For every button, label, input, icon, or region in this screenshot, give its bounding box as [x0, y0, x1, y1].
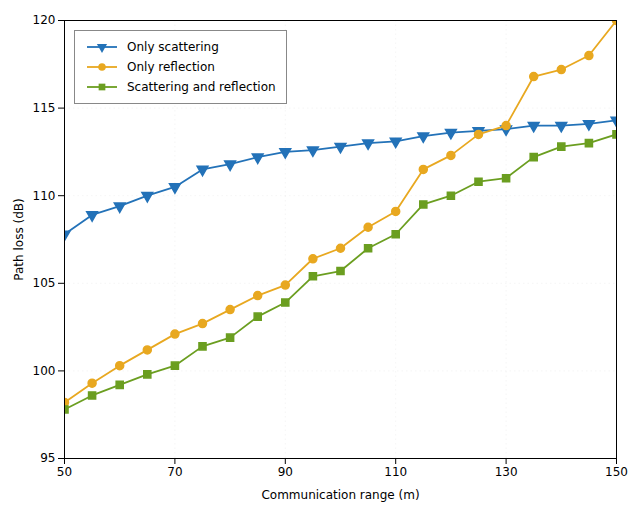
svg-text:50: 50	[57, 465, 72, 479]
svg-text:100: 100	[33, 364, 56, 378]
html-text:Scattering and reflection: Scattering and reflection	[127, 80, 276, 94]
svg-text:110: 110	[384, 465, 407, 479]
svg-text:70: 70	[167, 465, 182, 479]
svg-text:Communication range (m): Communication range (m)	[261, 488, 419, 502]
svg-text:115: 115	[33, 101, 56, 115]
svg-text:Path loss (dB): Path loss (dB)	[12, 198, 26, 280]
html-text:Only reflection: Only reflection	[127, 60, 215, 74]
svg-text:120: 120	[33, 13, 56, 27]
svg-text:105: 105	[33, 276, 56, 290]
svg-text:130: 130	[495, 465, 518, 479]
html-text:Only scattering: Only scattering	[127, 40, 219, 54]
svg-text:150: 150	[605, 465, 628, 479]
svg-text:110: 110	[33, 189, 56, 203]
svg-text:90: 90	[278, 465, 293, 479]
svg-text:95: 95	[40, 451, 55, 465]
